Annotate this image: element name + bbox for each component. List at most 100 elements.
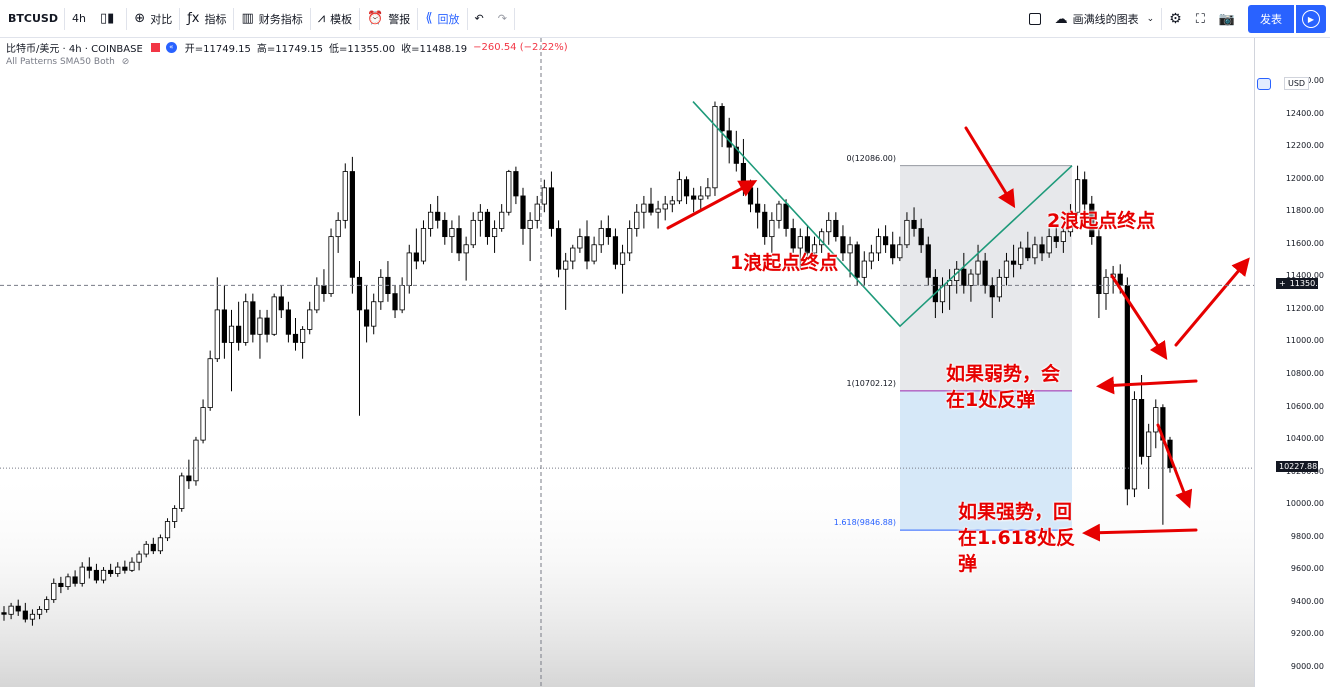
candle-body xyxy=(641,203,647,213)
price-tick: 12200.00 xyxy=(1285,141,1324,151)
templates-button[interactable]: ⩘ 模板 xyxy=(311,0,359,38)
price-tick: 9400.00 xyxy=(1290,596,1324,606)
candle-body xyxy=(961,268,967,286)
candle-body xyxy=(236,325,242,343)
fx-icon: ƒx xyxy=(187,11,200,26)
candle-body xyxy=(413,252,419,262)
flag-icon[interactable] xyxy=(150,43,160,52)
replay-button[interactable]: ⟪ 回放 xyxy=(418,0,466,38)
indicator-legend[interactable]: All Patterns SMA50 Both ⊘ xyxy=(6,57,129,67)
toolbar-divider xyxy=(64,7,65,30)
crosshair xyxy=(0,38,1254,687)
strong-line3: 弹 xyxy=(958,553,978,575)
financials-button[interactable]: ▥ 财务指标 xyxy=(234,0,309,38)
redo-icon[interactable]: ↷ xyxy=(497,12,507,25)
plus-circle-icon: ⊕ xyxy=(134,11,146,26)
layout-menu[interactable]: ☁ 画满线的图表 ⌄ xyxy=(1048,0,1162,38)
candle-body xyxy=(513,171,519,197)
financials-label: 财务指标 xyxy=(258,12,303,26)
price-tick: 11400.00 xyxy=(1285,271,1324,281)
candle-body xyxy=(100,569,107,581)
candle-body xyxy=(179,475,185,509)
wave-line xyxy=(692,100,1073,328)
candle-body xyxy=(1018,247,1024,265)
candle-body xyxy=(36,609,43,615)
chart-canvas[interactable] xyxy=(0,38,1330,687)
candle-body xyxy=(1138,399,1145,457)
price-tick: 11200.00 xyxy=(1285,303,1324,313)
strong-line2: 在1.618处反 xyxy=(958,527,1076,549)
candle-body xyxy=(591,244,597,262)
symbol-search[interactable]: BTCUSD xyxy=(8,12,58,25)
compare-button[interactable]: ⊕ 对比 xyxy=(127,0,179,38)
wave1-annotation: 1浪起点终点 xyxy=(730,252,839,274)
candle-body xyxy=(392,293,398,311)
candle-body xyxy=(627,228,633,254)
candle-body xyxy=(605,228,611,238)
candle-body xyxy=(292,333,299,343)
candle-body xyxy=(122,566,128,571)
price-axis-border xyxy=(1254,38,1255,687)
candle-body xyxy=(833,219,839,238)
candle-body xyxy=(58,582,64,588)
eye-icon[interactable]: ⊘ xyxy=(121,57,130,67)
red-arrow xyxy=(1174,257,1250,347)
plus-icon: + xyxy=(1279,279,1286,289)
publish-button[interactable]: 发表 xyxy=(1248,5,1294,33)
candle-body xyxy=(491,228,498,238)
candle-body xyxy=(698,195,704,200)
candle-body xyxy=(264,317,270,335)
toolbar-divider xyxy=(309,7,311,30)
indicators-button[interactable]: ƒx 指标 xyxy=(180,0,233,38)
candle-body xyxy=(79,566,85,584)
candle-body xyxy=(93,569,100,581)
arrows-layer xyxy=(666,126,1250,542)
candle-body xyxy=(1124,285,1130,490)
candle-body xyxy=(371,301,377,327)
currency-label[interactable]: USD xyxy=(1284,77,1310,90)
candle-body xyxy=(840,236,846,254)
interval-button[interactable]: 4h xyxy=(72,12,86,25)
candle-body xyxy=(904,219,910,246)
candle-body xyxy=(8,605,14,615)
fullscreen-icon[interactable]: ⛶ xyxy=(1195,11,1205,27)
replay-circle-icon[interactable]: « xyxy=(165,42,177,53)
candle-body xyxy=(555,228,562,270)
candle-body xyxy=(342,171,348,221)
candle-body xyxy=(1053,236,1059,242)
candles-icon[interactable]: ▯▮ xyxy=(99,11,115,26)
candle-body xyxy=(1060,231,1066,242)
undo-icon[interactable]: ↶ xyxy=(474,12,484,25)
candle-body xyxy=(1096,236,1102,295)
weak-annotation: 如果弱势，会 在1处反弹 xyxy=(946,361,1060,413)
candle-body xyxy=(484,211,491,238)
candle-body xyxy=(150,543,156,552)
weak-line2: 在1处反弹 xyxy=(946,389,1036,411)
alert-button[interactable]: ⏰ 警报 xyxy=(360,0,417,38)
candle-body xyxy=(911,219,917,229)
candle-body xyxy=(15,605,21,612)
wave2-annotation: 2浪起点终点 xyxy=(1047,210,1156,232)
camera-icon[interactable]: 📷 xyxy=(1218,11,1235,27)
candle-body xyxy=(996,276,1002,298)
candle-body xyxy=(157,537,164,552)
red-arrow xyxy=(1156,423,1193,509)
candle-body xyxy=(776,203,782,221)
candle-body xyxy=(200,407,206,441)
candle-body xyxy=(207,358,213,408)
candle-body xyxy=(307,309,313,330)
toolbar-divider xyxy=(466,7,468,30)
candle-body xyxy=(44,599,50,610)
square-icon[interactable] xyxy=(1022,0,1048,38)
gear-icon[interactable]: ⚙ xyxy=(1169,11,1182,27)
toolbar-divider xyxy=(233,7,235,30)
price-tick: 11800.00 xyxy=(1285,206,1324,216)
toolbar-divider xyxy=(126,7,128,30)
play-button[interactable]: ▶ xyxy=(1296,5,1326,33)
strong-annotation: 如果强势，回 在1.618处反 弹 xyxy=(958,499,1075,577)
candle-body xyxy=(1,612,7,615)
price-tick: 9800.00 xyxy=(1290,531,1324,541)
chart-area[interactable]: 12600.0012400.0012200.0012000.0011800.00… xyxy=(0,38,1330,687)
candle-body xyxy=(811,244,818,254)
price-scale-icon[interactable] xyxy=(1257,78,1271,90)
